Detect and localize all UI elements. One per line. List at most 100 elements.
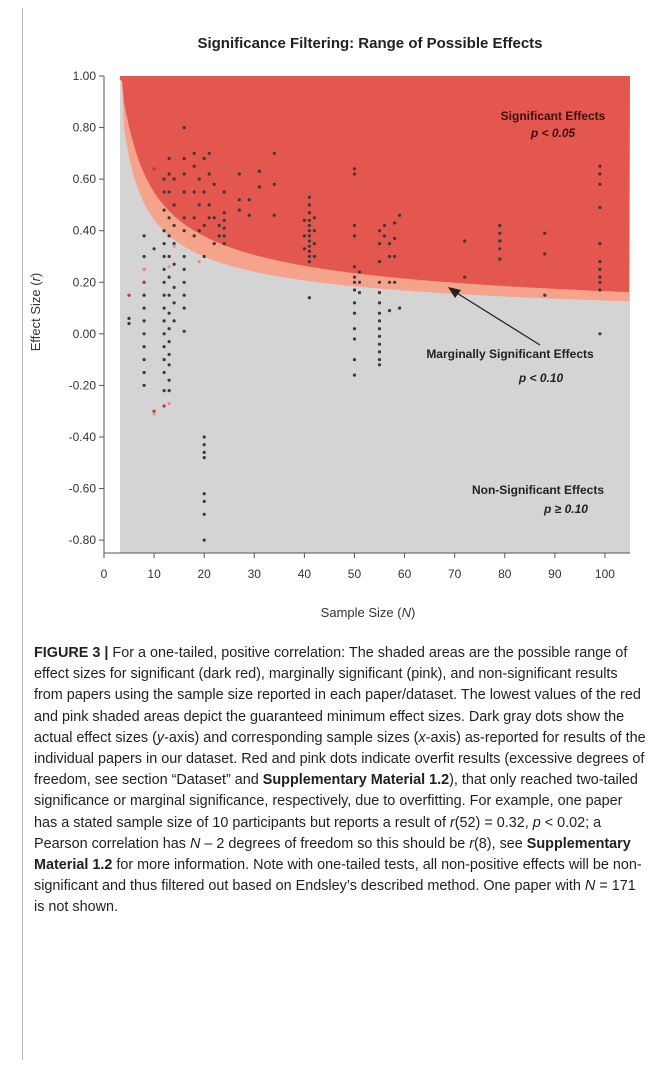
data-point	[352, 327, 357, 331]
caption-segment: r	[469, 835, 474, 852]
data-point	[398, 306, 402, 310]
data-point	[167, 156, 171, 161]
data-point	[127, 316, 131, 320]
data-point	[162, 293, 166, 297]
data-point	[202, 435, 206, 439]
data-point	[127, 321, 131, 326]
data-point	[182, 156, 186, 161]
data-point	[598, 275, 602, 279]
data-point	[142, 332, 146, 336]
x-tick-label: 70	[448, 567, 462, 581]
plot-area	[120, 76, 630, 553]
data-point	[352, 311, 357, 315]
data-point	[352, 223, 357, 228]
data-point	[598, 172, 602, 176]
data-point	[197, 203, 201, 207]
data-point	[162, 254, 166, 259]
y-tick-label: 1.00	[73, 69, 97, 83]
data-point	[167, 172, 171, 176]
y-tick-label: -0.80	[69, 533, 97, 547]
data-point	[307, 249, 311, 253]
data-point	[202, 492, 206, 496]
data-point	[172, 262, 176, 266]
data-point	[387, 280, 392, 284]
data-point	[167, 401, 171, 406]
nonsignificant-label: Non-Significant Effects	[472, 483, 604, 497]
y-tick-label: -0.40	[69, 430, 97, 444]
data-point	[357, 280, 362, 284]
data-point	[377, 242, 382, 246]
figure-label: FIGURE 3 |	[34, 645, 109, 661]
data-point	[382, 234, 387, 238]
data-point	[202, 443, 206, 447]
data-point	[222, 226, 226, 230]
data-point	[598, 242, 602, 246]
data-point	[202, 456, 206, 460]
data-point	[207, 203, 211, 207]
data-point	[197, 229, 201, 233]
data-point	[598, 260, 602, 264]
caption-segment: Supplementary Material 1.2	[34, 835, 631, 874]
data-point	[142, 383, 146, 387]
data-point	[352, 288, 357, 292]
data-point	[172, 319, 176, 323]
data-point	[142, 280, 146, 284]
data-point	[172, 301, 176, 305]
data-point	[393, 280, 397, 284]
data-point	[202, 450, 206, 454]
data-point	[352, 358, 357, 362]
data-point	[307, 244, 311, 248]
data-point	[167, 311, 171, 315]
data-point	[202, 223, 206, 228]
caption-segment: ), that only reached two-tailed signific…	[34, 772, 638, 831]
data-point	[222, 242, 226, 246]
data-point	[127, 293, 131, 297]
marginal-annotation: Marginally Significant Effects p < 0.10	[426, 287, 594, 385]
data-point	[142, 254, 146, 259]
data-point	[182, 190, 186, 194]
marginal-arrow-head	[448, 287, 461, 298]
data-point	[377, 301, 382, 305]
data-point	[152, 409, 156, 413]
data-point	[162, 190, 166, 194]
data-point	[352, 301, 357, 305]
data-point	[182, 126, 186, 130]
data-point	[152, 167, 156, 171]
y-tick-label: 0.80	[73, 121, 97, 135]
data-point	[182, 306, 186, 310]
data-point	[463, 275, 467, 279]
nonsignificant-annotation: Non-Significant Effects p ≥ 0.10	[472, 483, 604, 516]
data-point	[182, 229, 186, 233]
x-tick-label: 50	[348, 567, 362, 581]
data-point	[307, 254, 311, 259]
x-axis-ticks: 0 10 20 30 40 50 60 70 80 90 100	[101, 553, 615, 581]
x-tick-label: 90	[548, 567, 562, 581]
data-point	[498, 223, 502, 228]
data-point	[352, 172, 357, 176]
caption-segment: -axis) and corresponding sample sizes (	[164, 729, 419, 746]
data-point	[543, 293, 547, 297]
data-point	[377, 327, 382, 331]
data-point	[598, 332, 602, 336]
data-point	[182, 172, 186, 176]
y-axis-label: Effect Size (r)	[28, 273, 43, 352]
data-point	[257, 169, 261, 173]
data-point	[167, 363, 171, 367]
data-point	[377, 350, 382, 354]
data-point	[598, 205, 602, 210]
data-point	[357, 270, 362, 274]
data-point	[377, 291, 382, 295]
marginal-p-value: p < 0.10	[518, 371, 564, 385]
data-point	[202, 254, 206, 259]
data-point	[247, 198, 251, 202]
data-point	[162, 267, 166, 271]
data-point	[202, 538, 206, 542]
data-point	[307, 223, 311, 228]
data-point	[162, 389, 166, 393]
data-point	[352, 234, 357, 238]
x-tick-label: 80	[498, 567, 512, 581]
data-point	[598, 288, 602, 292]
caption-segment: (8), see	[474, 835, 527, 852]
data-point	[307, 296, 311, 300]
data-point	[217, 223, 221, 228]
